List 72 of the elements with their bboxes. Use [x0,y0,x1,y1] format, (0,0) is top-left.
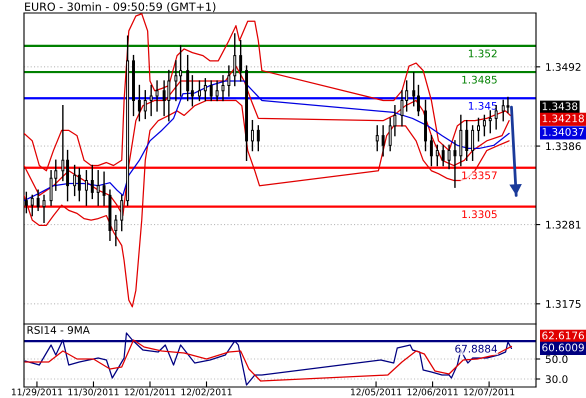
ref-line-label: 1.352 [468,50,497,58]
candlestick [482,114,486,136]
candlestick [453,140,456,188]
x-tick-label: 11/30/2011 [68,388,119,396]
y-tick-label: 1.3492 [546,63,580,71]
candlestick [430,134,433,166]
candlestick [506,96,510,114]
line-series [24,339,512,382]
candlestick [162,80,166,116]
x-tick-label: 12/02/2011 [181,388,232,396]
candlestick [256,125,260,152]
candlestick [502,100,505,122]
x-tick-label: 11/29/2011 [12,388,62,396]
y-tick-label: 1.3386 [546,142,581,150]
candlestick [84,170,88,206]
candlestick [36,189,40,212]
candlestick [190,75,194,106]
candlestick [150,84,153,116]
chart-title: EURO - 30min - 09:50:59 (GMT+1) [25,2,216,12]
ref-line-label: 1.3485 [462,76,497,84]
candlestick [204,78,207,102]
ref-line-label: 67.8884 [455,344,498,353]
candlestick [382,125,385,156]
candlestick [216,80,219,102]
x-tick-label: 12/06/2011 [408,388,458,396]
candlestick [102,172,106,206]
candlestick [471,125,474,161]
candlestick [114,214,118,246]
candlestick [250,120,254,152]
ref-line-label: 1.3357 [462,171,497,180]
text: 1.34218 [542,114,584,122]
candlestick [96,170,100,206]
candlestick [393,105,396,136]
y-tick-label: 1.3281 [546,220,581,229]
x-tick-label: 12/07/2011 [464,388,514,396]
candlestick [198,80,201,102]
text: 62.6176 [542,332,584,340]
text: 1.34037 [542,128,584,136]
candlestick [156,80,159,112]
candlestick [388,118,392,152]
candlestick [42,194,46,224]
candlestick [78,168,81,202]
candlestick [239,40,242,82]
candlestick [442,144,445,166]
y-tick-label: 50.0 [546,355,568,364]
candlestick [144,90,147,120]
candlestick [477,118,480,142]
candlestick [167,70,170,122]
y-tick-label: 30.0 [546,375,568,384]
chart-title: RSI14 - 9MA [28,326,90,334]
candlestick [416,84,420,116]
candlestick [222,75,224,102]
candlestick [90,164,94,200]
line-series [24,13,511,172]
candlestick [448,144,451,170]
ref-line-label: 1.3305 [462,210,497,218]
candlestick [488,110,492,134]
text: 1.3438 [542,102,578,110]
candlestick [376,125,379,152]
candlestick [436,144,439,166]
candlestick [210,80,213,102]
candlestick [227,65,230,97]
candlestick [54,160,58,191]
candlestick [138,84,141,122]
candlestick [186,54,190,102]
line-series [24,100,510,308]
y-tick-label: 1.3175 [546,300,581,308]
candlestick [73,164,76,196]
x-tick-label: 12/01/2011 [124,388,176,396]
text: 60.6009 [542,344,584,352]
candlestick [50,170,53,206]
x-tick-label: 12/05/2011 [351,388,402,396]
